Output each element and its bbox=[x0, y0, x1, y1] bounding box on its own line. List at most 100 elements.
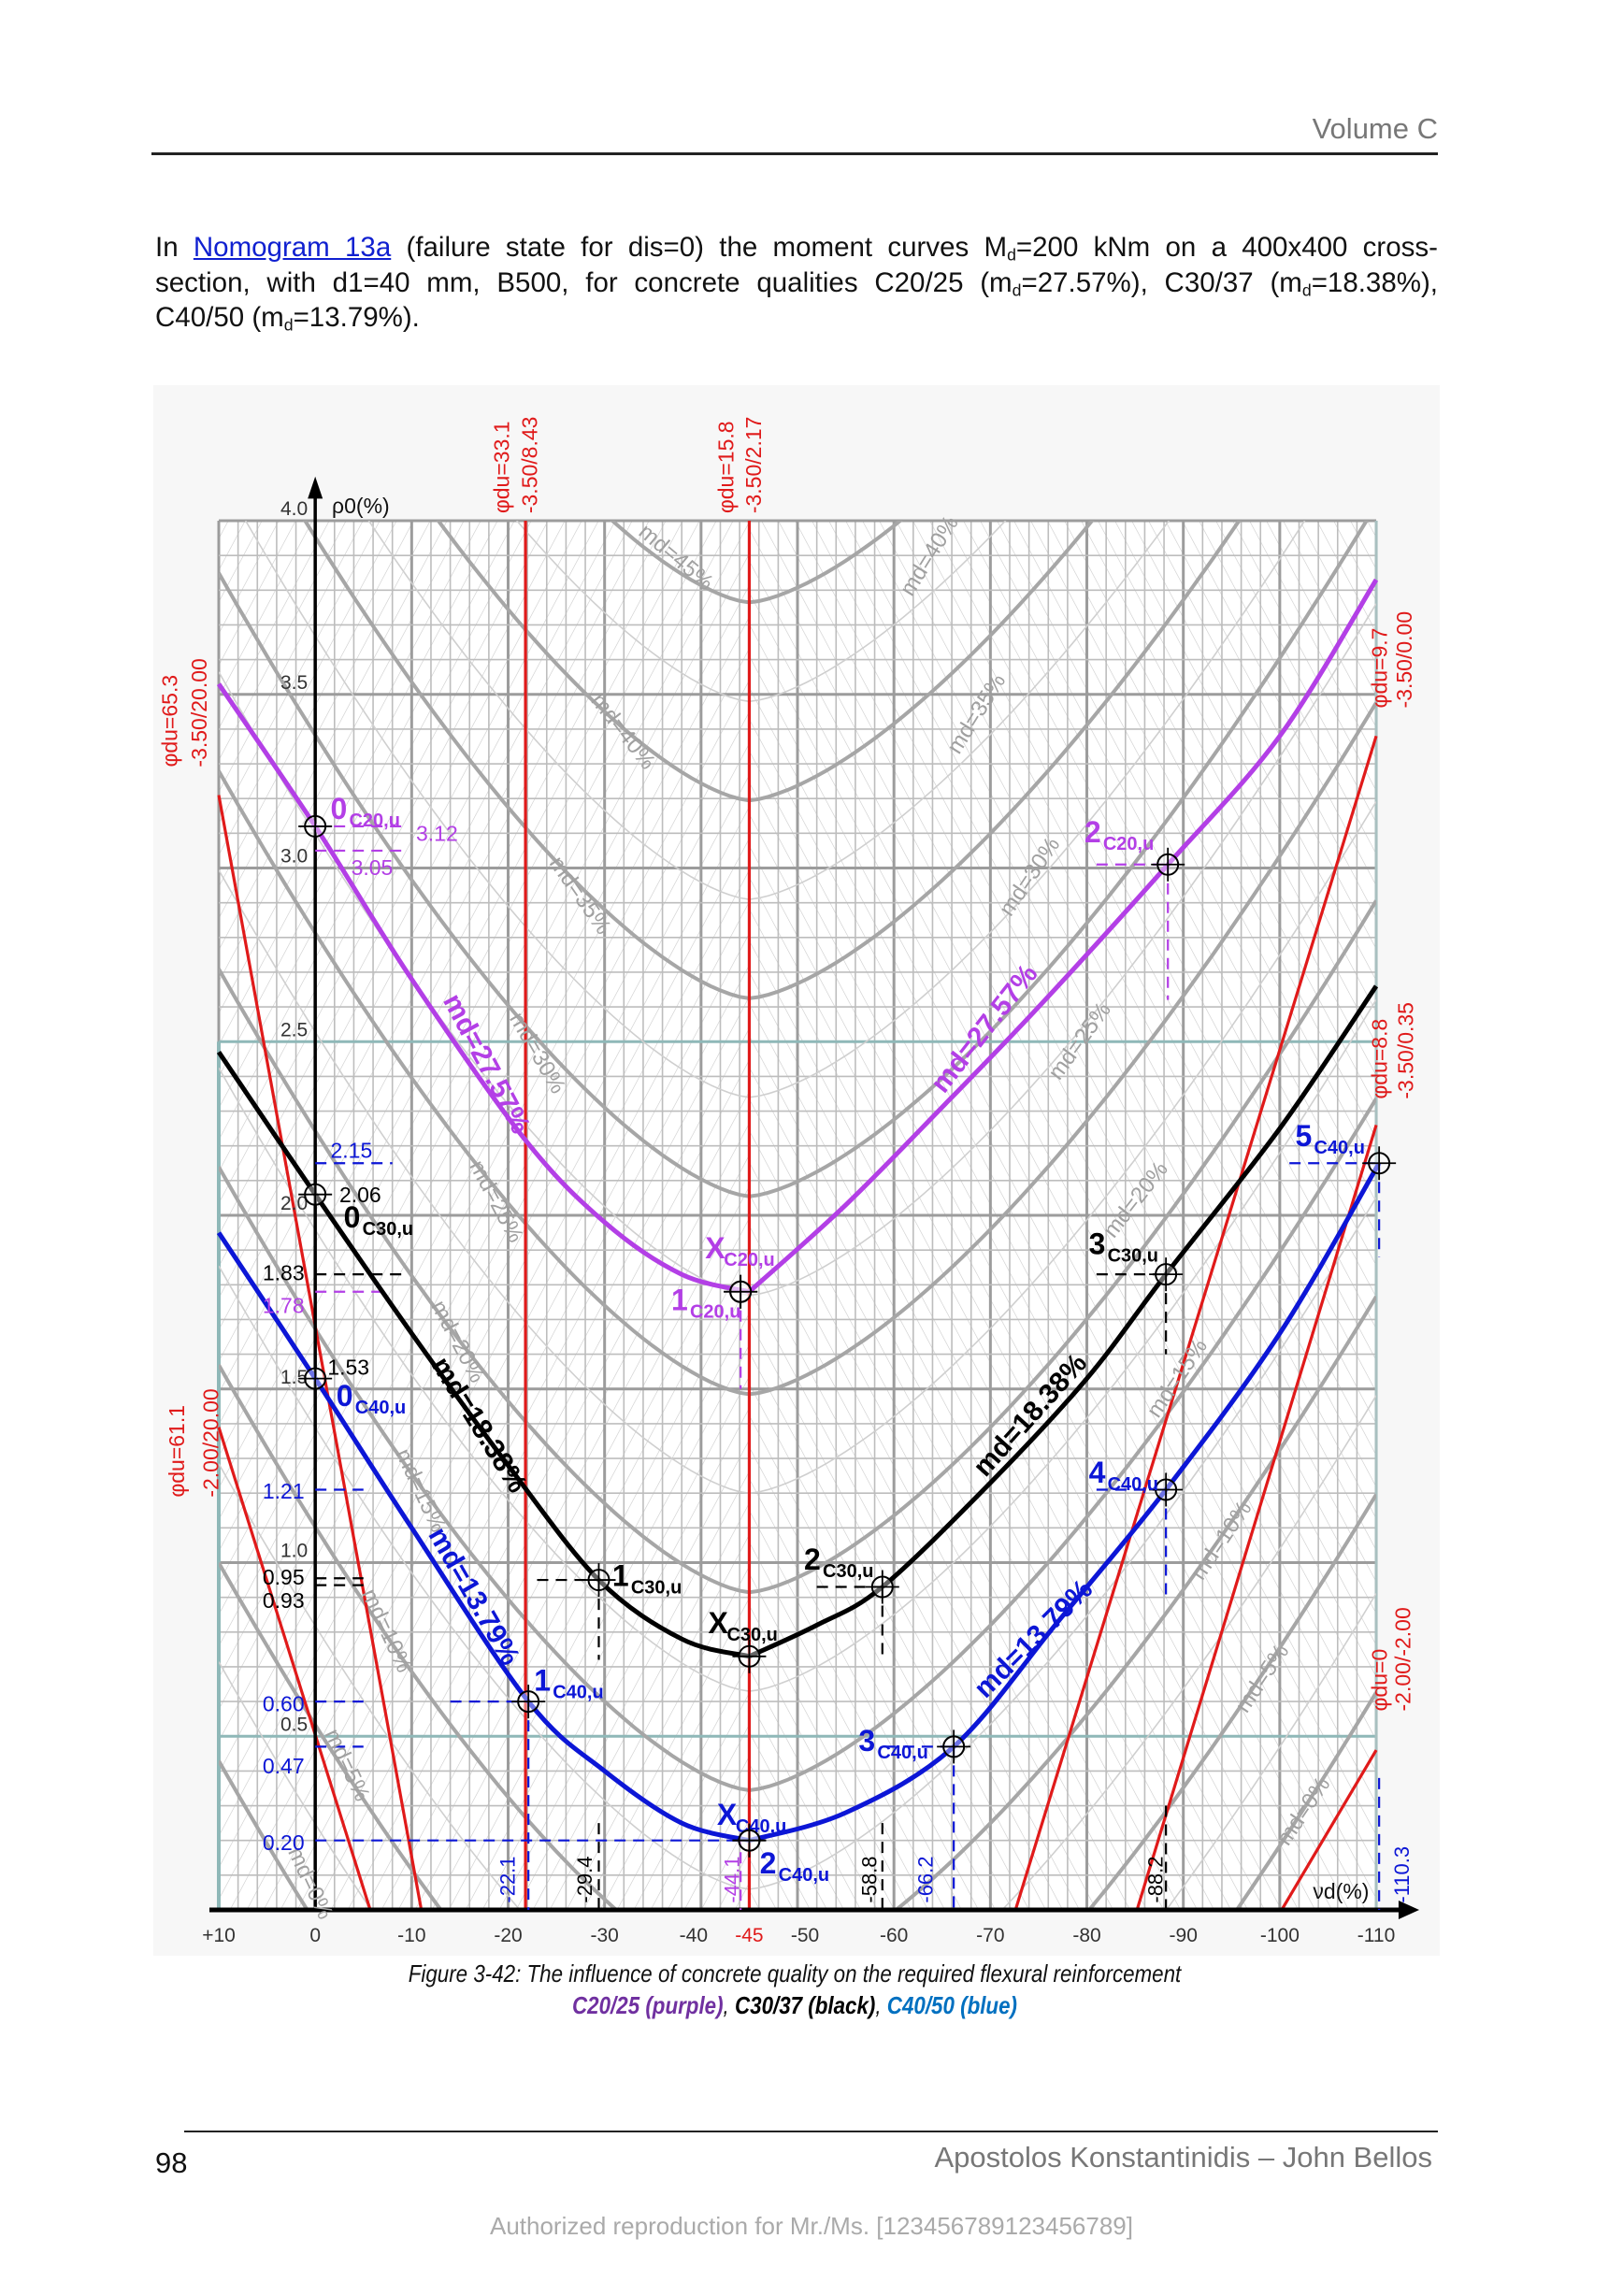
intro-text: (failure state for dis=0) the moment cur… bbox=[391, 232, 1008, 263]
point-label-number: 1 bbox=[534, 1663, 551, 1697]
x-tick-label: 0 bbox=[309, 1925, 321, 1946]
rho-readout: 2.06 bbox=[339, 1183, 381, 1207]
nu-readout: -58.8 bbox=[857, 1856, 881, 1902]
strain-line-label: φdu=33.1 bbox=[489, 421, 513, 513]
nu-readout: -66.2 bbox=[913, 1856, 937, 1902]
point-label-subscript: C30,u bbox=[363, 1219, 413, 1240]
point-label-subscript: C40,u bbox=[736, 1816, 786, 1837]
md-curve bbox=[219, 1098, 1376, 1793]
y-tick-label: 3.0 bbox=[280, 846, 308, 868]
point-label-subscript: C40,u bbox=[779, 1865, 829, 1886]
rho-readout: 0.95 bbox=[263, 1565, 305, 1589]
md-curve bbox=[367, 521, 1171, 900]
nomogram-chart: φdu=65.3 -3.50/20.00 φdu=61.1 -2.00/20.00 φd… bbox=[157, 417, 1420, 1946]
nu-readout: -110.3 bbox=[1390, 1846, 1414, 1903]
point-label-number: 5 bbox=[1295, 1119, 1312, 1153]
subscript: d bbox=[1012, 280, 1022, 299]
point-label-subscript: C20,u bbox=[724, 1250, 774, 1270]
md-curve bbox=[219, 801, 1376, 1495]
x-tick-label: -80 bbox=[1072, 1925, 1100, 1946]
y-tick-label: 2.5 bbox=[280, 1019, 308, 1040]
strain-line-label: φdu=0 bbox=[1367, 1649, 1391, 1712]
header-rule bbox=[151, 152, 1438, 155]
md-curve bbox=[436, 521, 1095, 803]
y-tick-label: 1.5 bbox=[280, 1367, 308, 1388]
strain-lines bbox=[217, 521, 1378, 1911]
subscript: d bbox=[283, 315, 294, 335]
point-label-number: 1 bbox=[612, 1558, 629, 1592]
point-label-subscript: C20,u bbox=[690, 1301, 740, 1322]
md-curve bbox=[219, 1493, 1376, 1910]
intro-text: C40/50 (m bbox=[155, 302, 284, 333]
strain-line-strain-label: -3.50/8.43 bbox=[517, 417, 541, 514]
point-label-subscript: C40,u bbox=[1108, 1474, 1158, 1495]
watermark: Authorized reproduction for Mr./Ms. [123… bbox=[489, 2212, 1133, 2240]
y-tick-label: 0.5 bbox=[280, 1714, 308, 1735]
caption-c40: C40/50 (blue) bbox=[886, 1991, 1017, 2019]
x-tick-label: -20 bbox=[494, 1925, 522, 1946]
strain-line bbox=[1135, 1124, 1378, 1911]
running-head: Volume C bbox=[1312, 112, 1438, 145]
x-tick-label: -70 bbox=[976, 1925, 1004, 1946]
rho-readout: 1.83 bbox=[263, 1261, 305, 1285]
intro-text: In bbox=[155, 232, 194, 263]
strain-line-label: φdu=65.3 bbox=[157, 675, 181, 768]
strain-line-strain-label: -3.50/2.17 bbox=[741, 417, 766, 514]
y-tick-label: 1.0 bbox=[280, 1541, 308, 1562]
nu-readout: -44.1 bbox=[721, 1856, 744, 1902]
point-label-subscript: C40,u bbox=[355, 1398, 406, 1418]
point-label-number: 3 bbox=[1089, 1227, 1106, 1260]
md-curve bbox=[219, 1197, 1376, 1890]
y-tick-label: 4.0 bbox=[280, 498, 308, 520]
md-curve bbox=[219, 899, 1376, 1595]
page-number: 98 bbox=[155, 2146, 188, 2179]
intro-text: =27.57%), C30/37 (m bbox=[1021, 266, 1302, 298]
md-curve bbox=[515, 521, 1007, 703]
point-label-number: 0 bbox=[330, 792, 347, 825]
caption-c30: C30/37 (black) bbox=[734, 1991, 876, 2019]
point-label-number: 0 bbox=[337, 1379, 353, 1413]
strain-line-strain-label: -2.00/-2.00 bbox=[1391, 1607, 1415, 1711]
md-curve bbox=[302, 521, 1242, 1000]
nu-readout: -29.4 bbox=[573, 1856, 596, 1902]
point-label-number: 1 bbox=[671, 1283, 688, 1316]
intro-text: =18.38%), bbox=[1311, 266, 1438, 298]
point-label-number: 0 bbox=[344, 1200, 361, 1234]
y-tick-label: 3.5 bbox=[280, 672, 308, 694]
point-label-number: X bbox=[705, 1231, 725, 1265]
point-label-number: 4 bbox=[1089, 1456, 1106, 1489]
x-tick-label: -90 bbox=[1170, 1925, 1198, 1946]
md-curve bbox=[244, 521, 1306, 1098]
md-curve bbox=[610, 521, 904, 605]
strain-line-strain-label: -3.50/0.35 bbox=[1394, 1002, 1418, 1099]
point-label-subscript: C30,u bbox=[823, 1561, 873, 1582]
rho-readout: 3.12 bbox=[416, 821, 458, 845]
y-tick-label: 2.0 bbox=[280, 1193, 308, 1214]
point-label-number: 2 bbox=[760, 1846, 777, 1880]
x-tick-label: -60 bbox=[880, 1925, 908, 1946]
series-curve-C40-50 bbox=[748, 1162, 1382, 1844]
point-label-number: X bbox=[708, 1606, 728, 1640]
caption-c20: C20/25 (purple) bbox=[572, 1991, 724, 2019]
md-curves bbox=[219, 521, 1376, 1910]
nomogram-13a-link[interactable]: Nomogram 13a bbox=[193, 232, 392, 263]
subscript: d bbox=[1301, 280, 1312, 299]
x-tick-label: -30 bbox=[591, 1925, 619, 1946]
md-curve bbox=[219, 1295, 1376, 1910]
footer-rule bbox=[184, 2131, 1438, 2132]
strain-line-label: φdu=15.8 bbox=[713, 421, 738, 513]
nu-readout: -88.2 bbox=[1143, 1856, 1167, 1902]
point-label-subscript: C30,u bbox=[631, 1577, 682, 1598]
point-label-number: X bbox=[717, 1798, 738, 1831]
point-label-subscript: C40,u bbox=[1314, 1138, 1364, 1158]
caption-sep: , bbox=[723, 1991, 735, 2019]
caption-line-2: C20/25 (purple), C30/37 (black), C40/50 … bbox=[312, 1989, 1277, 2021]
caption-line-1: Figure 3-42: The influence of concrete q… bbox=[408, 1959, 1182, 1987]
x-tick-label: -100 bbox=[1260, 1925, 1300, 1946]
md-curve bbox=[219, 998, 1376, 1692]
md-curve bbox=[219, 1593, 1376, 1910]
rho-readout: 3.05 bbox=[352, 855, 394, 880]
md-curve bbox=[219, 1395, 1376, 1910]
point-label-subscript: C40,u bbox=[553, 1682, 603, 1702]
subscript: d bbox=[1007, 245, 1016, 265]
